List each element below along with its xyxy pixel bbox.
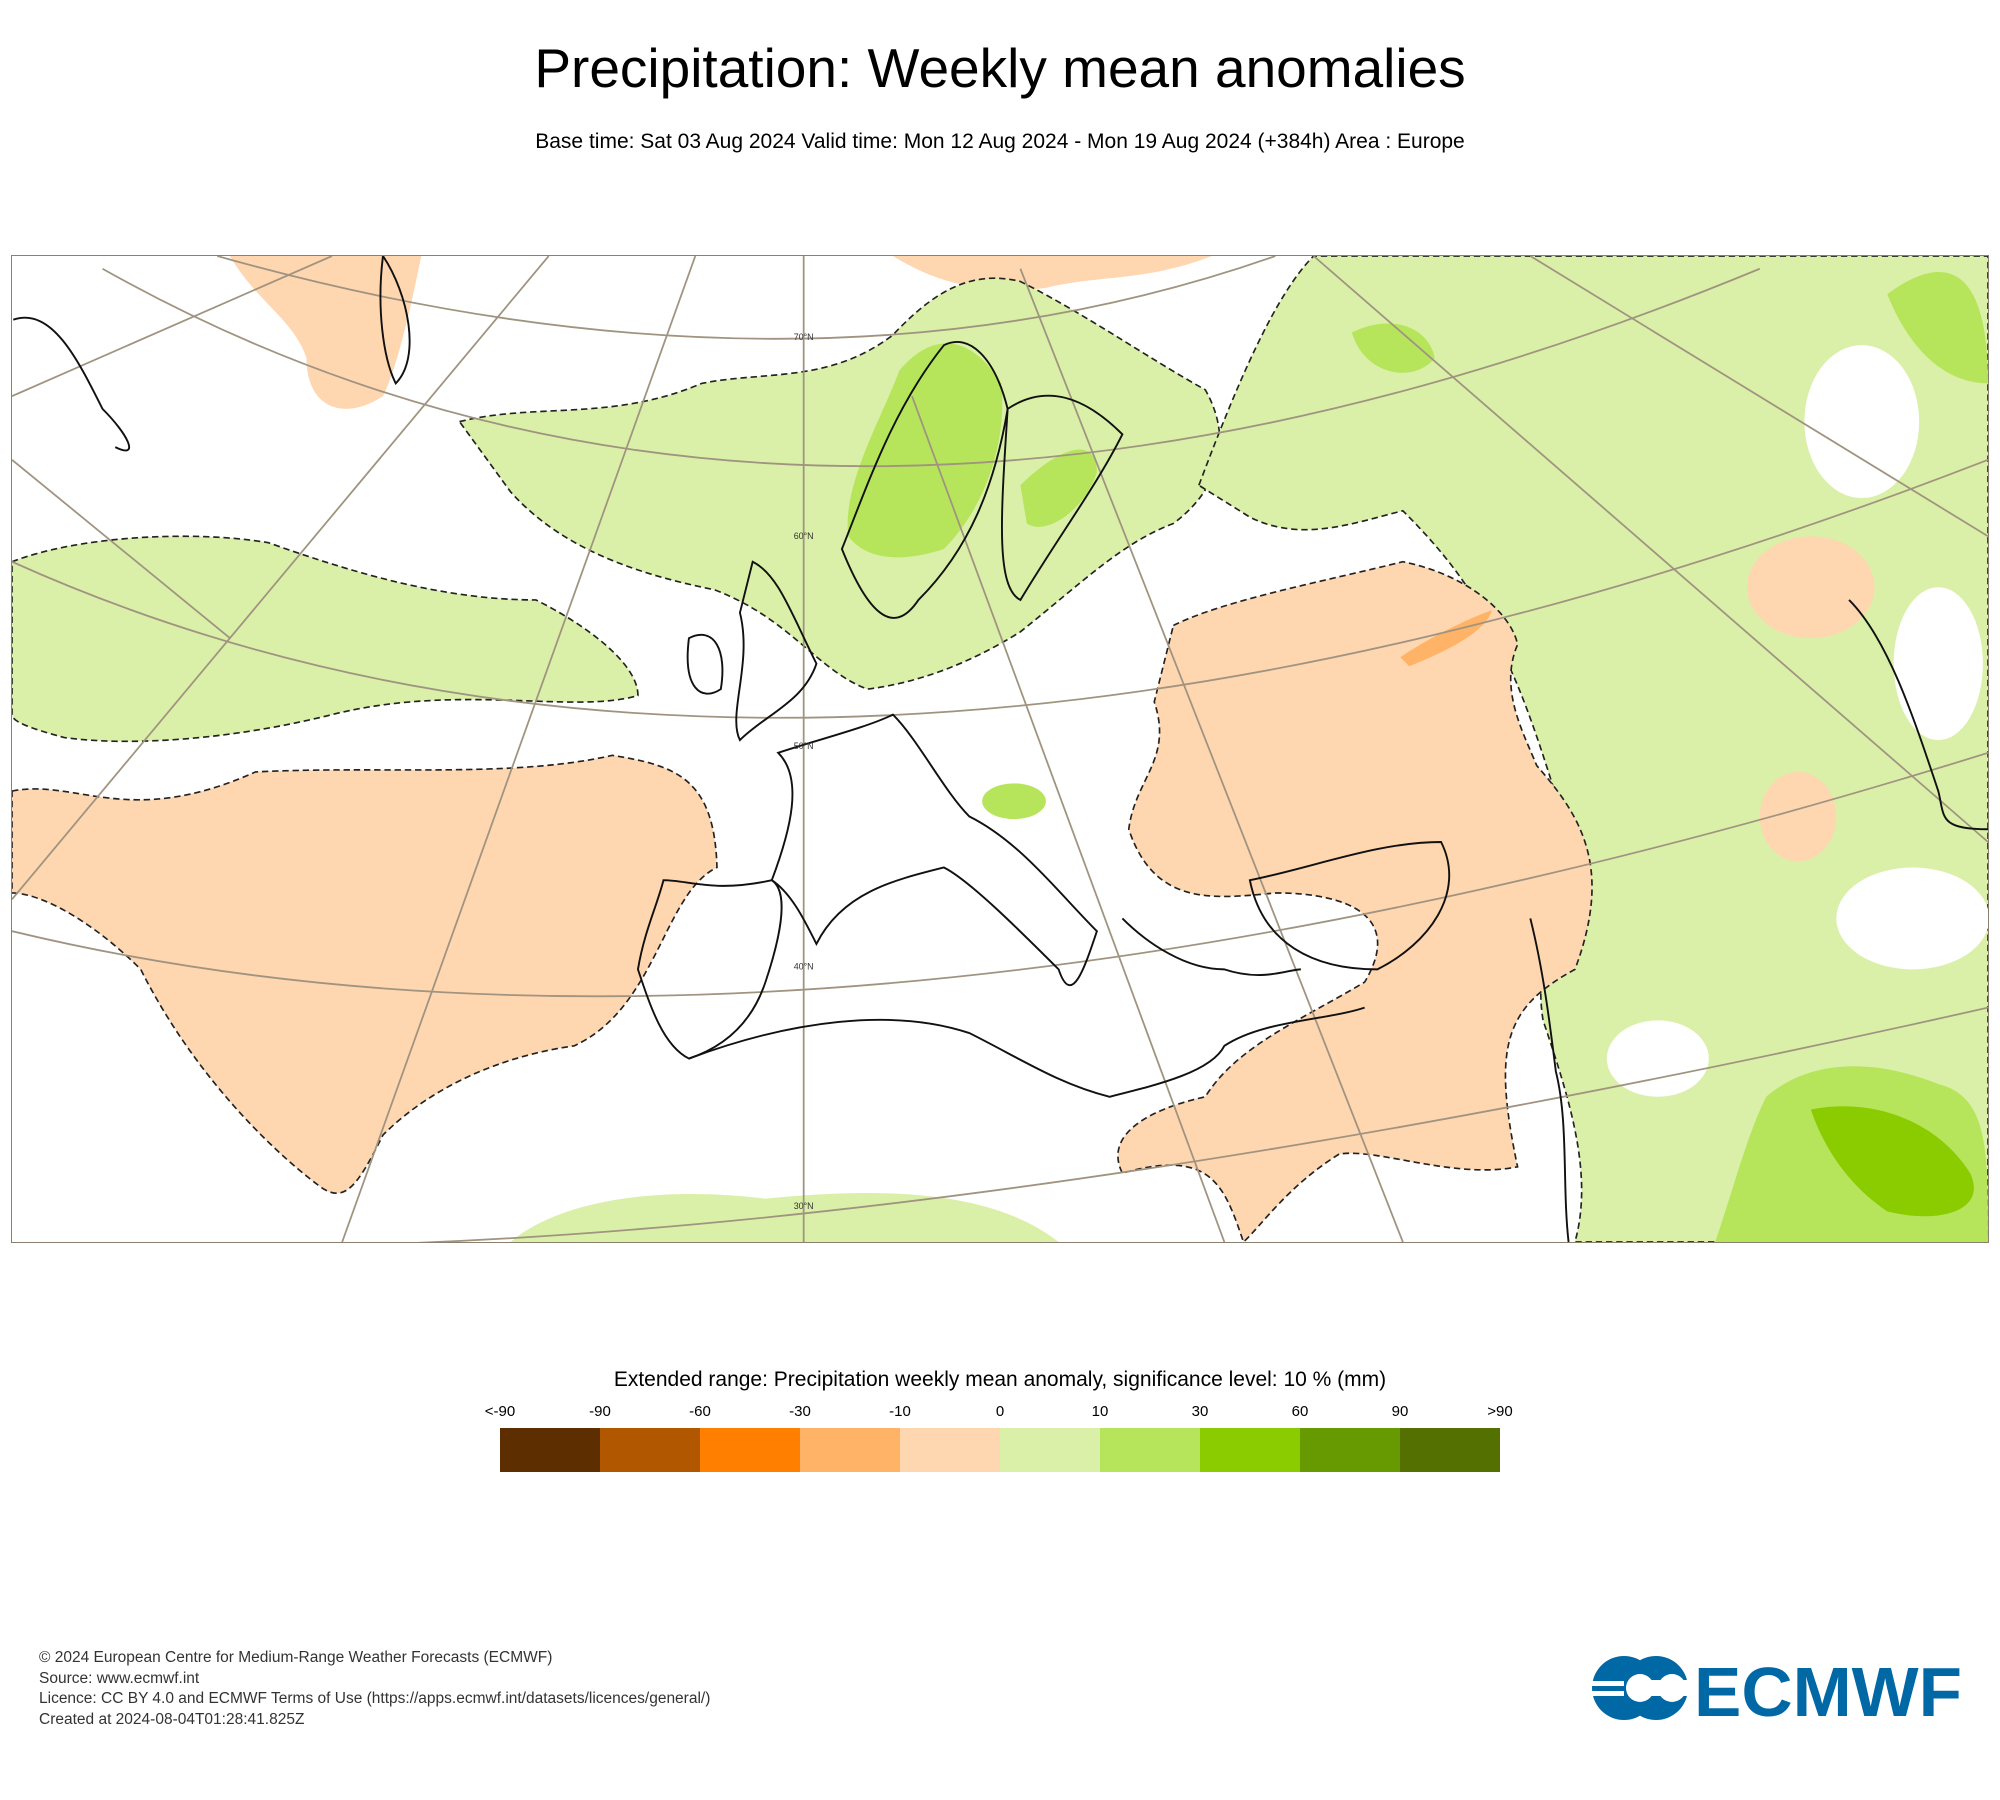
legend-swatch-6: [1100, 1428, 1200, 1472]
legend-tick: -60: [689, 1403, 711, 1420]
ecmwf-logo: ECMWF: [1590, 1654, 1962, 1722]
graticule: [12, 256, 1988, 1242]
lat-label-50: 50°N: [794, 741, 814, 751]
legend-tick: 30: [1191, 1403, 1209, 1420]
legend-swatch-5: [1000, 1428, 1100, 1472]
footer: © 2024 European Centre for Medium-Range …: [39, 1648, 710, 1730]
dry-region-east: [1117, 560, 1593, 1242]
wet-medium-finland: [1020, 449, 1097, 527]
ecmwf-logo-text: ECMWF: [1694, 1654, 1962, 1722]
legend-swatch-9: [1400, 1428, 1500, 1472]
legend-swatch-3: [800, 1428, 900, 1472]
created-text: Created at 2024-08-04T01:28:41.825Z: [39, 1710, 305, 1728]
ecmwf-logo-icon: [1590, 1656, 1690, 1720]
legend-swatch-8: [1300, 1428, 1400, 1472]
legend-tick: <-90: [484, 1403, 516, 1420]
legend-swatch-0: [500, 1428, 600, 1472]
legend-swatch-2: [700, 1428, 800, 1472]
wet-medium-alps: [982, 783, 1046, 820]
wet-region-north-africa: [510, 1193, 1059, 1242]
legend-tick: -90: [589, 1403, 611, 1420]
legend-tick: 10: [1091, 1403, 1109, 1420]
lat-label-60: 60°N: [794, 531, 814, 541]
legend-color-bar: [500, 1428, 1500, 1472]
precipitation-anomaly-map: 70°N 60°N 50°N 40°N 30°N: [11, 255, 1989, 1243]
dry-region-atlantic: [12, 754, 718, 1195]
licence-text: Licence: CC BY 4.0 and ECMWF Terms of Us…: [39, 1690, 711, 1707]
legend-tick: 90: [1391, 1403, 1409, 1420]
lat-label-30: 30°N: [794, 1201, 814, 1211]
wet-medium-urals: [1887, 271, 1988, 384]
copyright-text: © 2024 European Centre for Medium-Range …: [39, 1649, 553, 1666]
legend-swatch-1: [600, 1428, 700, 1472]
latitude-labels: 70°N 60°N 50°N 40°N 30°N: [794, 332, 814, 1211]
legend-tick: -10: [889, 1403, 911, 1420]
legend-title: Extended range: Precipitation weekly mea…: [613, 1368, 1387, 1391]
legend-tick: >90: [1487, 1403, 1513, 1420]
coastlines: [12, 256, 1988, 1242]
source-text: Source: www.ecmwf.int: [39, 1669, 200, 1687]
chart-title: Precipitation: Weekly mean anomalies: [534, 37, 1466, 99]
dry-region-orange: [1400, 610, 1493, 667]
legend-tick: 60: [1291, 1403, 1309, 1420]
wet-medium-norway: [847, 343, 1003, 558]
legend-swatch-4: [900, 1428, 1000, 1472]
lat-label-40: 40°N: [794, 961, 814, 971]
legend-tick: 0: [995, 1403, 1005, 1420]
legend-ticks: <-90 -90 -60 -30 -10 0 10 30 60 90 >90: [485, 1403, 1513, 1423]
legend-swatch-7: [1200, 1428, 1300, 1472]
lat-label-70: 70°N: [794, 332, 814, 342]
chart-subtitle: Base time: Sat 03 Aug 2024 Valid time: M…: [535, 130, 1465, 153]
legend-tick: -30: [789, 1403, 811, 1420]
wet-strong-caucasus: [1810, 1106, 1974, 1217]
wet-medium-russia: [1351, 323, 1435, 373]
